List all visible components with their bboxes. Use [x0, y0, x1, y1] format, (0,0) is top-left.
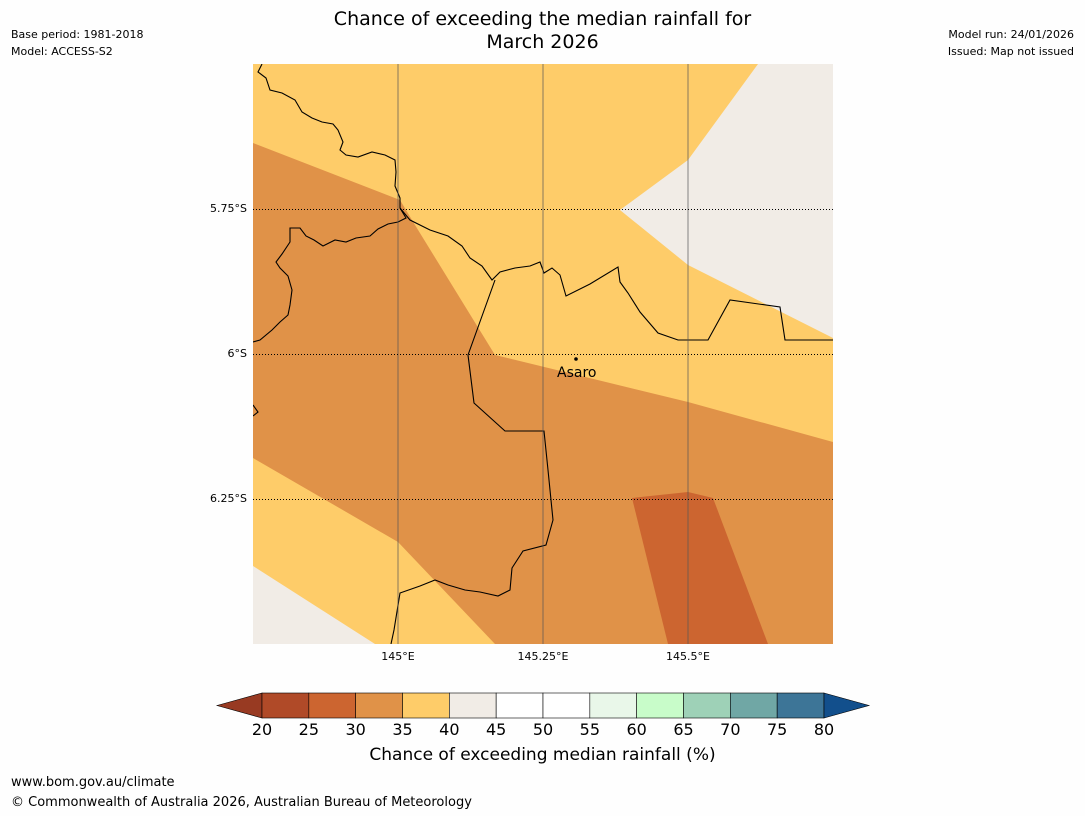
colorbar-cell-70-75 [730, 692, 778, 719]
colorbar-tick-40: 40 [439, 720, 460, 739]
colorbar-cell-65-70 [683, 692, 731, 719]
colorbar-tick-20: 20 [251, 720, 273, 739]
colorbar-cell-50-55 [542, 692, 591, 719]
region-40-45-northeast [620, 64, 833, 338]
colorbar-tick-35: 35 [392, 720, 413, 739]
colorbar-tick-75: 75 [766, 720, 788, 739]
colorbar-cells [261, 692, 825, 719]
colorbar-tick-25: 25 [298, 720, 320, 739]
colorbar-tick-50: 50 [532, 720, 554, 739]
colorbar-cell-40-45 [449, 692, 497, 719]
colorbar-label: Chance of exceeding median rainfall (%) [369, 745, 716, 765]
region-25-30 [632, 492, 768, 644]
colorbar-cell-60-65 [636, 692, 684, 719]
colorbar-cell-75-80 [776, 692, 825, 719]
place-label-asaro: Asaro [557, 365, 597, 381]
asaro-marker [574, 357, 578, 361]
map-title: Chance of exceeding the median rainfall … [0, 8, 1085, 54]
colorbar-cell-45-50 [495, 692, 544, 719]
issued-status: Issued: Map not issued [947, 45, 1074, 58]
lon-label-145-5: 145.5°E [666, 650, 710, 663]
colorbar-cell-55-60 [589, 692, 637, 719]
title-line-2: March 2026 [486, 31, 599, 53]
colorbar-tick-30: 30 [345, 720, 366, 739]
model-run: Model run: 24/01/2026 [948, 28, 1074, 41]
colorbar [215, 692, 871, 719]
colorbar-cell-35-40 [402, 692, 450, 719]
colorbar-cell-25-30 [308, 692, 356, 719]
colorbar-over-arrow [823, 692, 871, 719]
meta-left: Base period: 1981-2018 Model: ACCESS-S2 [11, 26, 143, 60]
colorbar-tick-60: 60 [626, 720, 647, 739]
meta-right: Model run: 24/01/2026 Issued: Map not is… [948, 26, 1074, 60]
lon-label-145-25: 145.25°E [517, 650, 569, 663]
colorbar-under-arrow [215, 692, 263, 719]
colorbar-cell-30-35 [355, 692, 403, 719]
lat-label-6-25: 6.25°S [210, 492, 247, 505]
lat-label-5-75: 5.75°S [210, 202, 247, 215]
region-40-45-southwest [253, 566, 375, 644]
footer-copyright: © Commonwealth of Australia 2026, Austra… [11, 795, 472, 810]
province-boundary [399, 207, 833, 341]
model-name: Model: ACCESS-S2 [11, 45, 113, 58]
colorbar-tick-45: 45 [485, 720, 507, 739]
coastline-2 [253, 404, 259, 417]
title-line-1: Chance of exceeding the median rainfall … [333, 8, 752, 30]
colorbar-cell-20-25 [261, 692, 310, 719]
district-boundary [390, 279, 554, 644]
colorbar-tick-70: 70 [720, 720, 741, 739]
colorbar-tick-55: 55 [579, 720, 601, 739]
colorbar-tick-65: 65 [673, 720, 694, 739]
lon-label-145: 145°E [381, 650, 415, 663]
lat-label-6: 6°S [227, 347, 247, 360]
gridlines [253, 64, 833, 644]
footer-url: www.bom.gov.au/climate [11, 775, 175, 790]
base-period: Base period: 1981-2018 [11, 28, 144, 41]
colorbar-tick-80: 80 [813, 720, 835, 739]
